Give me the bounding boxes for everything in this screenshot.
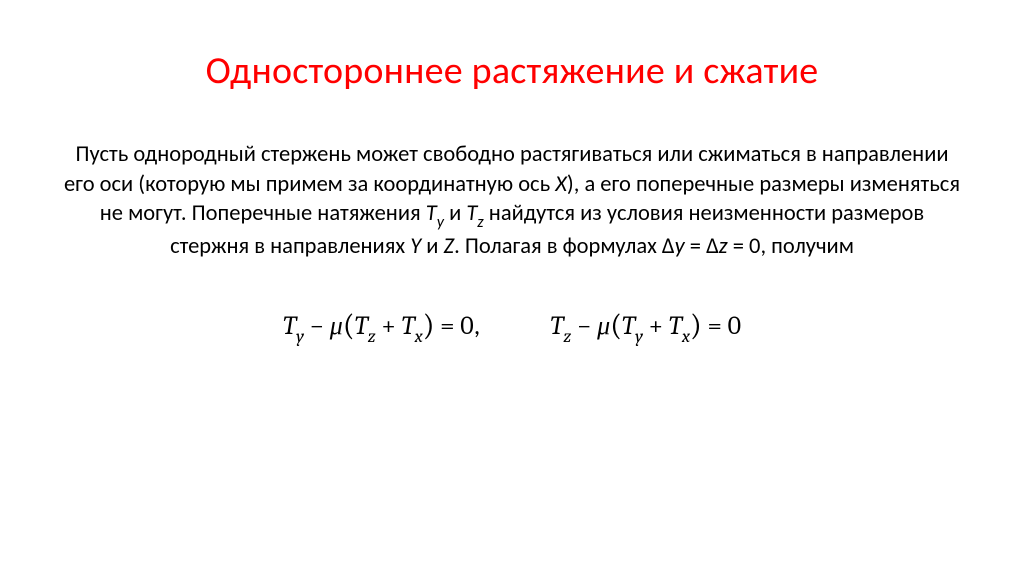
body-text-4: . Полагая в формулах — [454, 233, 662, 260]
dy-symbol: y — [675, 233, 685, 260]
eq2-s1: z — [563, 326, 571, 347]
eq1-mu: μ — [330, 311, 343, 341]
body-text-5: , получим — [760, 233, 853, 260]
eq2-rparen: ) — [690, 307, 702, 343]
delta-1: Δ — [662, 233, 675, 260]
slide-title: Одностороннее растяжение и сжатие — [60, 48, 964, 94]
ty-symbol-sub: y — [437, 213, 444, 232]
dz-symbol: z — [719, 233, 728, 260]
tz-symbol-sub: z — [477, 213, 483, 232]
eq1-minus: − — [304, 311, 330, 341]
eq1-rparen: ) — [423, 307, 435, 343]
eq1-lparen: ( — [343, 307, 355, 343]
body-and-1: и — [444, 200, 466, 227]
body-and-2: и — [421, 233, 443, 260]
eq2-t3: T — [669, 311, 682, 341]
eq2-minus: − — [571, 311, 597, 341]
eq2-t2: T — [622, 311, 635, 341]
ty-symbol-t: T — [426, 200, 437, 227]
tz-symbol-t: T — [466, 200, 477, 227]
equation-1: Ty − μ(Tz + Tx) = 0, — [283, 306, 480, 345]
eq1-t1: T — [283, 311, 296, 341]
eq1-s3: x — [415, 326, 423, 347]
eq2-t1: T — [550, 311, 563, 341]
zero-cond: = 0 — [728, 233, 761, 260]
eq1-comma: , — [474, 309, 481, 341]
eq1-plus: + — [376, 311, 402, 341]
eq2-s3: x — [682, 326, 690, 347]
eq1-s1: y — [296, 326, 304, 347]
eq2-s2: y — [635, 326, 643, 347]
axis-x-label: X — [555, 171, 567, 198]
eq2-eqz: = 0 — [702, 311, 741, 341]
eq2-plus: + — [643, 311, 669, 341]
equations-row: Ty − μ(Tz + Tx) = 0, Tz − μ(Ty + Tx) = 0 — [60, 306, 964, 345]
eq1-t2: T — [355, 311, 368, 341]
equation-2: Tz − μ(Ty + Tx) = 0 — [550, 306, 741, 345]
eq-sign-1: = — [685, 233, 706, 260]
eq1-s2: z — [368, 326, 376, 347]
slide-body: Пусть однородный стержень может свободно… — [62, 140, 962, 262]
slide: Одностороннее растяжение и сжатие Пусть … — [0, 0, 1024, 574]
axis-z-label: Z — [444, 233, 455, 260]
delta-2: Δ — [706, 233, 719, 260]
axis-y-label: Y — [410, 233, 421, 260]
eq1-t3: T — [401, 311, 414, 341]
eq2-lparen: ( — [610, 307, 622, 343]
eq1-eqz: = 0 — [434, 311, 473, 341]
eq2-mu: μ — [597, 311, 610, 341]
